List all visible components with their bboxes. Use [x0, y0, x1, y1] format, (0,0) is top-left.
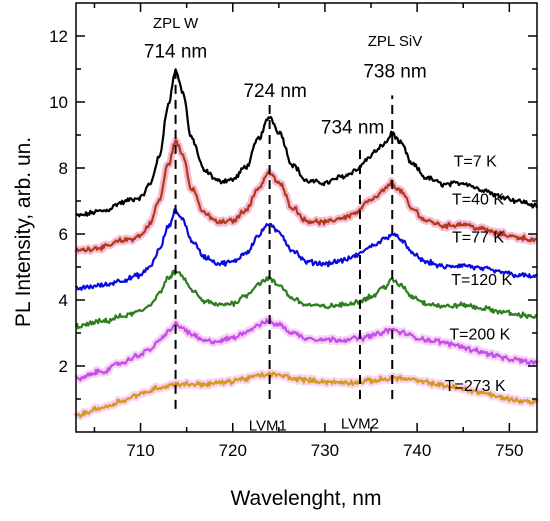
peak-reference-lines — [174, 72, 394, 409]
spectrum-line-5 — [75, 371, 538, 419]
spectrum-line-2 — [75, 208, 538, 291]
series-label: T=120 K — [451, 272, 512, 289]
plot-frame — [75, 2, 538, 433]
y-tick-label: 12 — [49, 27, 68, 46]
axis-ticks: 710 720 730 740 750 2 4 6 8 10 12 — [49, 3, 537, 460]
spectrum-line-4 — [75, 317, 538, 382]
series-label: T=7 K — [454, 153, 497, 170]
x-tick-label: 730 — [311, 441, 339, 460]
peak-annotation: 734 nm — [321, 117, 384, 138]
plot-axes — [75, 2, 538, 433]
peak-annotation: 724 nm — [243, 81, 306, 102]
y-tick-label: 4 — [59, 291, 68, 310]
chart-labels: ZPL W 714 nm 724 nm 734 nm ZPL SiV 738 nm LVM1… — [144, 15, 513, 435]
peak-annotation: 714 nm — [144, 41, 207, 62]
peak-annotation: 738 nm — [363, 61, 426, 82]
series-label: T=77 K — [452, 229, 504, 246]
spectrum-lines — [74, 68, 539, 419]
x-tick-label: 720 — [219, 441, 247, 460]
x-tick-label: 710 — [126, 441, 154, 460]
spectrum-line-3 — [74, 269, 538, 330]
series-label: T=200 K — [449, 327, 510, 344]
spectrum-line-0 — [75, 68, 539, 218]
peak-annotation: ZPL W — [153, 15, 199, 32]
series-label: T=40 K — [452, 191, 504, 208]
x-axis-label: Wavelenght, nm — [231, 487, 382, 510]
y-tick-label: 8 — [59, 159, 68, 178]
x-tick-label: 740 — [403, 441, 431, 460]
peak-annotation: LVM2 — [341, 416, 379, 433]
y-tick-label: 6 — [59, 225, 68, 244]
spectrum-line-1 — [75, 139, 538, 253]
peak-annotation: LVM1 — [249, 417, 287, 434]
x-tick-label: 750 — [495, 441, 523, 460]
y-tick-label: 2 — [59, 357, 68, 376]
y-tick-label: 10 — [49, 93, 68, 112]
peak-annotation: ZPL SiV — [368, 33, 422, 50]
y-axis-label: PL Intensity, arb. un. — [12, 137, 35, 327]
series-label: T=273 K — [445, 378, 506, 395]
